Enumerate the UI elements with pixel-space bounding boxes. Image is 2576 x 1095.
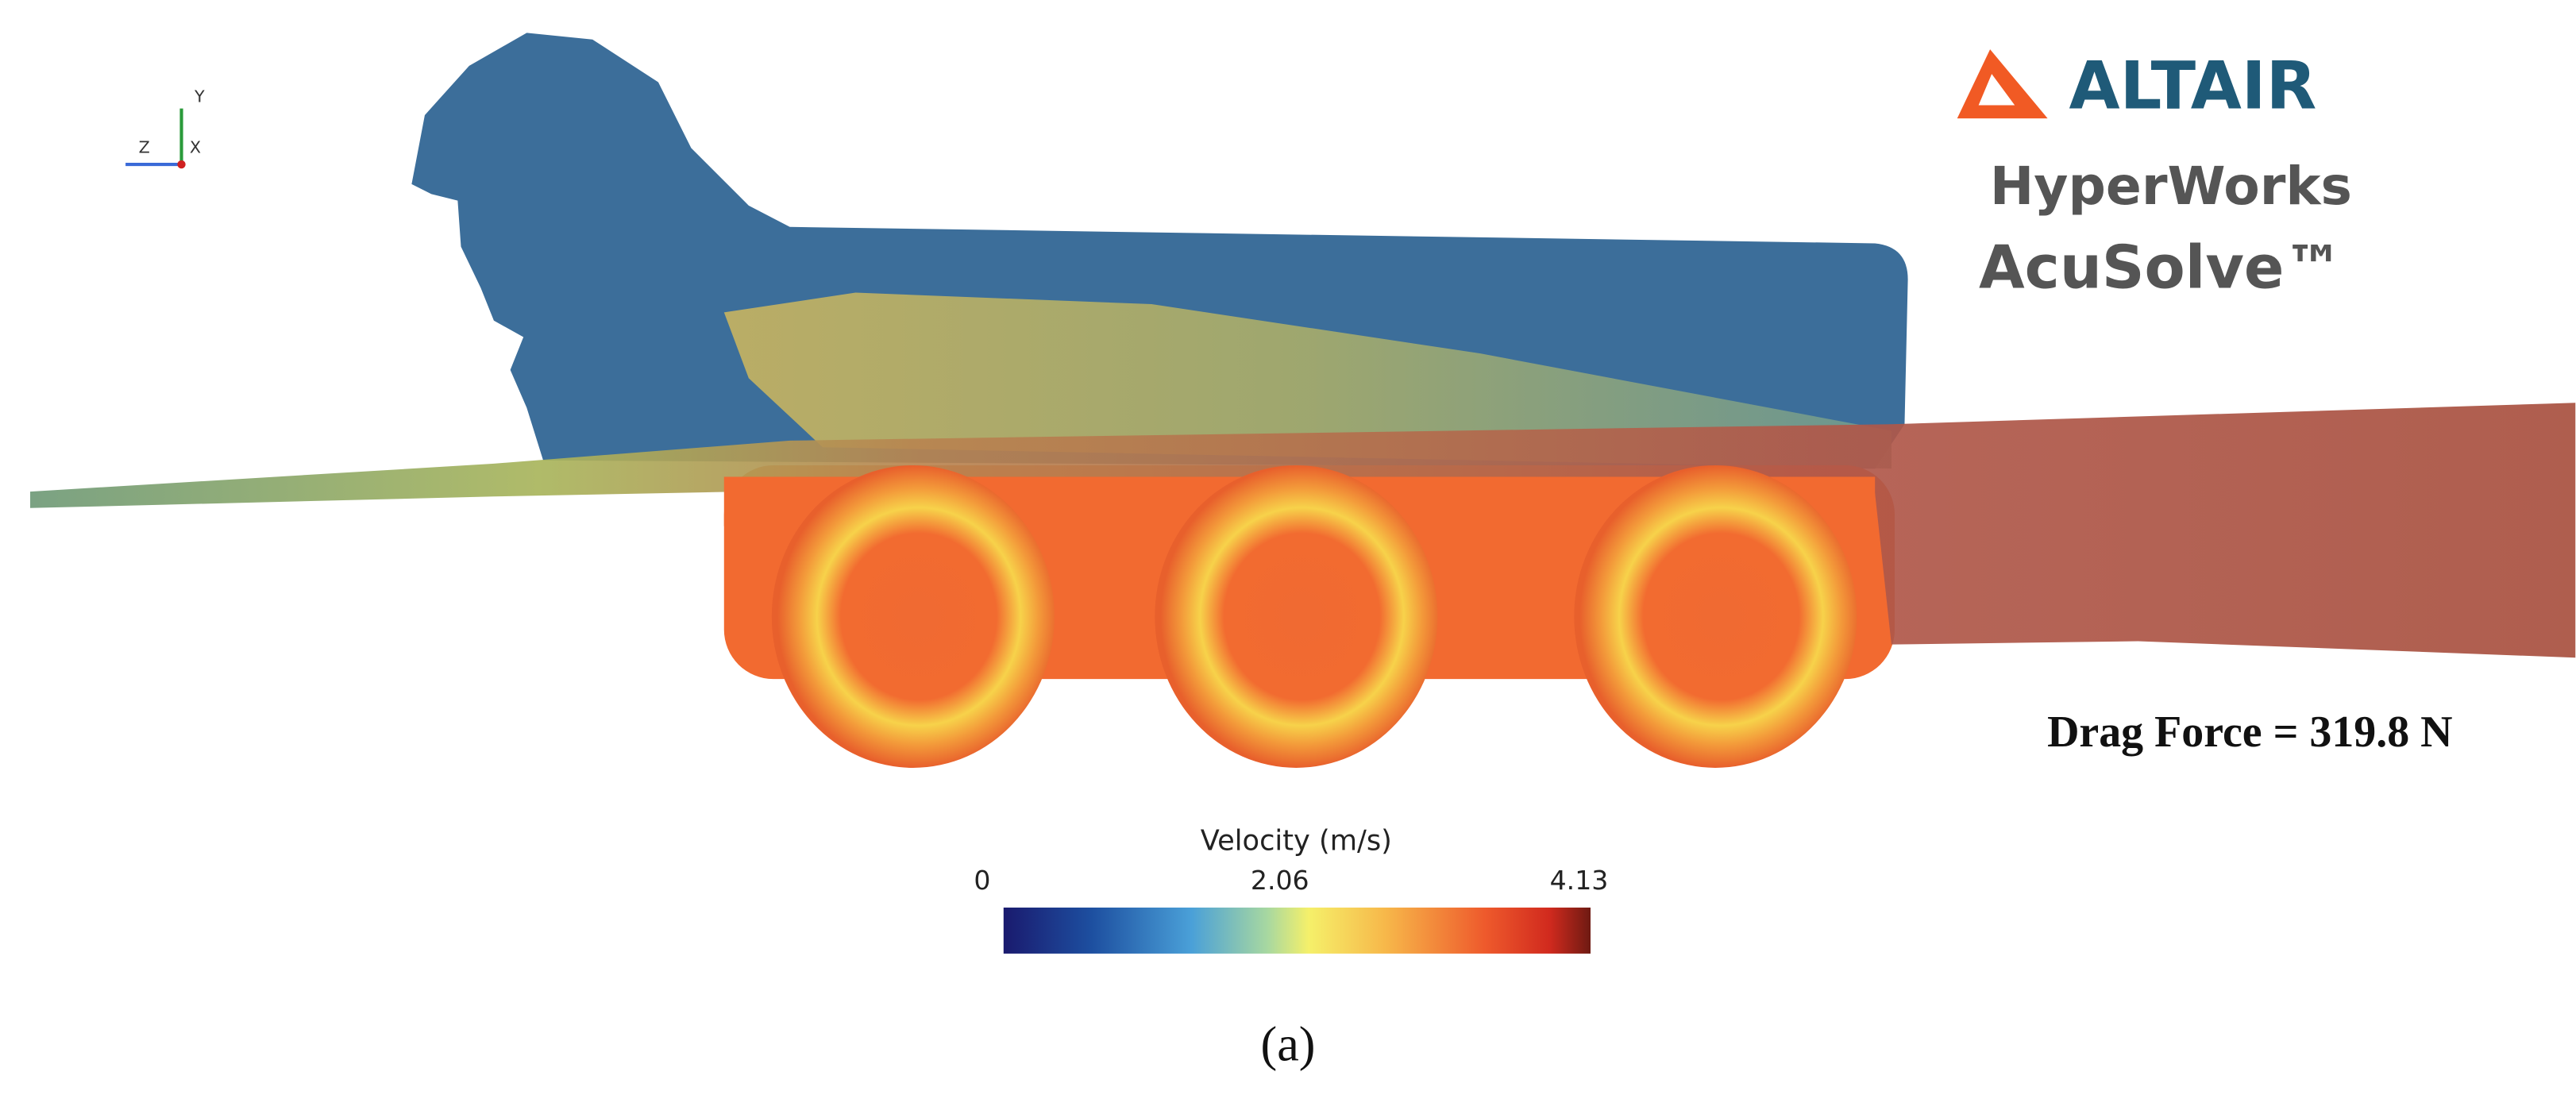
wheel [771,465,1055,768]
wheel [1574,465,1857,768]
z-label: Z [139,138,150,157]
logo-icon [1957,49,2048,119]
logo-brand: ALTAIR [2069,48,2317,125]
logo-module: AcuSolve™ [1979,233,2343,302]
x-label: X [190,138,201,157]
y-label: Y [194,87,205,106]
simulation-render [30,33,2576,768]
logo-product: HyperWorks [1990,156,2352,217]
flow-upper [723,292,1892,469]
x-axis-dot [177,160,186,169]
wheel [1155,465,1438,768]
caption: (a) [1261,1018,1316,1072]
colorbar-title: Velocity (m/s) [1201,824,1392,857]
colorbar-tick-label: 0 [974,865,990,896]
drag-annotation: Drag Force = 319.8 N [2047,708,2452,757]
axes-triad: Y Z X [125,87,205,169]
streamlines [30,403,2576,658]
colorbar-tick-label: 2.06 [1251,865,1309,896]
logo: ALTAIR HyperWorks AcuSolve™ [1957,48,2352,302]
colorbar: Velocity (m/s) 0 2.06 4.13 [974,824,1609,954]
colorbar-tick-label: 4.13 [1550,865,1609,896]
colorbar-gradient [1003,907,1591,954]
